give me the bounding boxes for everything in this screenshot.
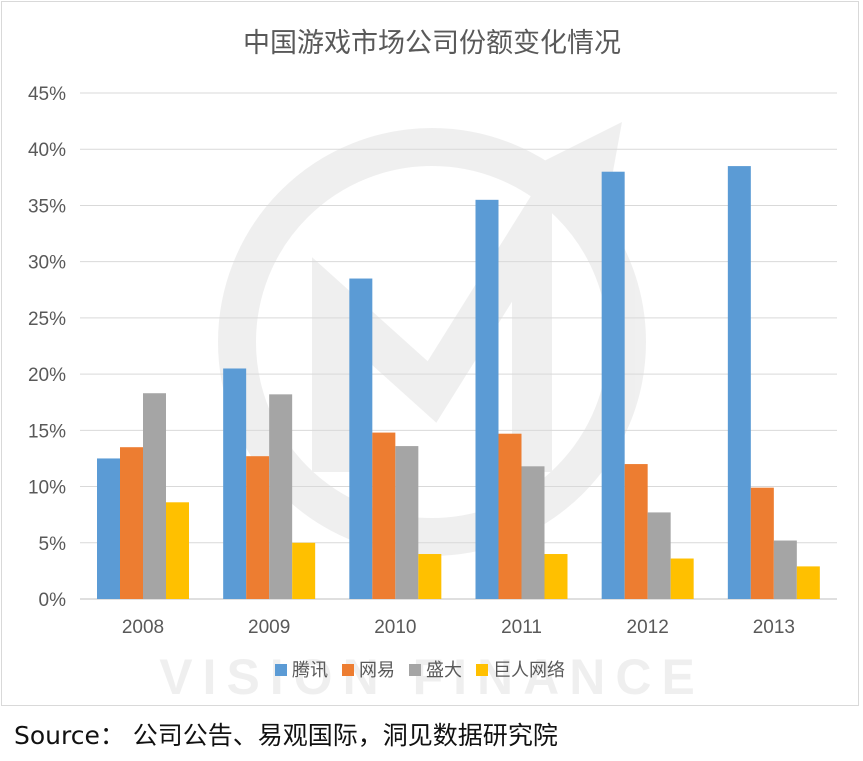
x-tick-label: 2009: [248, 617, 290, 638]
bar-2009-巨人网络: [292, 542, 316, 599]
legend-swatch: [476, 664, 488, 676]
watermark-text: VISION FINANCE: [159, 649, 705, 705]
bar-2012-腾讯: [601, 171, 625, 599]
bar-2008-巨人网络: [166, 502, 189, 599]
legend-label: 腾讯: [292, 660, 328, 681]
legend-entry: 腾讯: [275, 660, 328, 681]
y-tick-label: 15%: [28, 421, 66, 442]
y-tick-label: 30%: [28, 253, 66, 274]
bar-2012-盛大: [647, 512, 671, 599]
watermark-logo: VISION FINANCE: [159, 122, 705, 705]
x-tick-label: 2013: [753, 617, 795, 638]
bar-2013-巨人网络: [796, 566, 820, 599]
y-tick-label: 5%: [39, 534, 67, 555]
x-tick-label: 2011: [501, 617, 542, 638]
bar-2013-网易: [750, 487, 774, 599]
legend-label: 盛大: [426, 660, 462, 681]
bar-2011-巨人网络: [544, 554, 568, 599]
bar-2009-腾讯: [223, 368, 247, 599]
y-tick-label: 45%: [28, 84, 66, 105]
source-caption: Source： 公司公告、易观国际，洞见数据研究院: [14, 721, 558, 750]
bar-2013-盛大: [773, 540, 797, 599]
bar-2010-网易: [372, 432, 396, 599]
y-tick-label: 0%: [39, 590, 67, 611]
legend: 腾讯 网易 盛大 巨人网络: [275, 660, 565, 681]
gridlines: [80, 92, 837, 600]
legend-swatch: [275, 664, 287, 676]
y-tick-label: 40%: [28, 140, 66, 161]
chart-frame: VISION FINANCE 中国游戏市场公司份额变化情况 0% 5% 10% 15%…: [1, 1, 859, 706]
x-tick-label: 2008: [122, 617, 164, 638]
y-tick-label: 10%: [28, 478, 66, 499]
bar-2013-腾讯: [727, 166, 751, 600]
y-tick-label: 25%: [28, 309, 66, 330]
legend-label: 巨人网络: [493, 660, 565, 681]
y-tick-label: 35%: [28, 196, 66, 217]
x-tick-label: 2010: [374, 617, 416, 638]
bar-2010-腾讯: [349, 278, 373, 599]
bar-chart: VISION FINANCE 中国游戏市场公司份额变化情况 0% 5% 10% 15%…: [28, 28, 837, 705]
bar-2011-网易: [498, 433, 522, 599]
chart-title: 中国游戏市场公司份额变化情况: [243, 28, 621, 59]
x-axis-ticks: 2008 2009 2010 2011 2012 2013: [122, 617, 795, 638]
legend-label: 网易: [359, 660, 395, 681]
bar-2009-盛大: [269, 394, 293, 599]
bar-2008-盛大: [143, 393, 166, 599]
bar-2009-网易: [246, 456, 270, 599]
bar-2008-腾讯: [97, 458, 120, 599]
y-tick-label: 20%: [28, 365, 66, 386]
bar-2011-腾讯: [475, 199, 499, 600]
bar-2012-巨人网络: [670, 558, 694, 599]
y-axis-ticks: 0% 5% 10% 15% 20% 25% 30% 35% 40% 45%: [28, 84, 66, 611]
bar-2010-巨人网络: [418, 554, 442, 599]
legend-entry: 网易: [342, 660, 395, 681]
legend-swatch: [342, 664, 354, 676]
x-tick-label: 2012: [627, 617, 669, 638]
bar-2008-网易: [120, 447, 143, 599]
bar-2012-网易: [624, 464, 648, 599]
bar-2011-盛大: [521, 466, 545, 599]
legend-entry: 巨人网络: [476, 660, 565, 681]
legend-entry: 盛大: [409, 660, 462, 681]
bar-series: [97, 166, 820, 600]
bar-2010-盛大: [395, 446, 419, 599]
legend-swatch: [409, 664, 421, 676]
